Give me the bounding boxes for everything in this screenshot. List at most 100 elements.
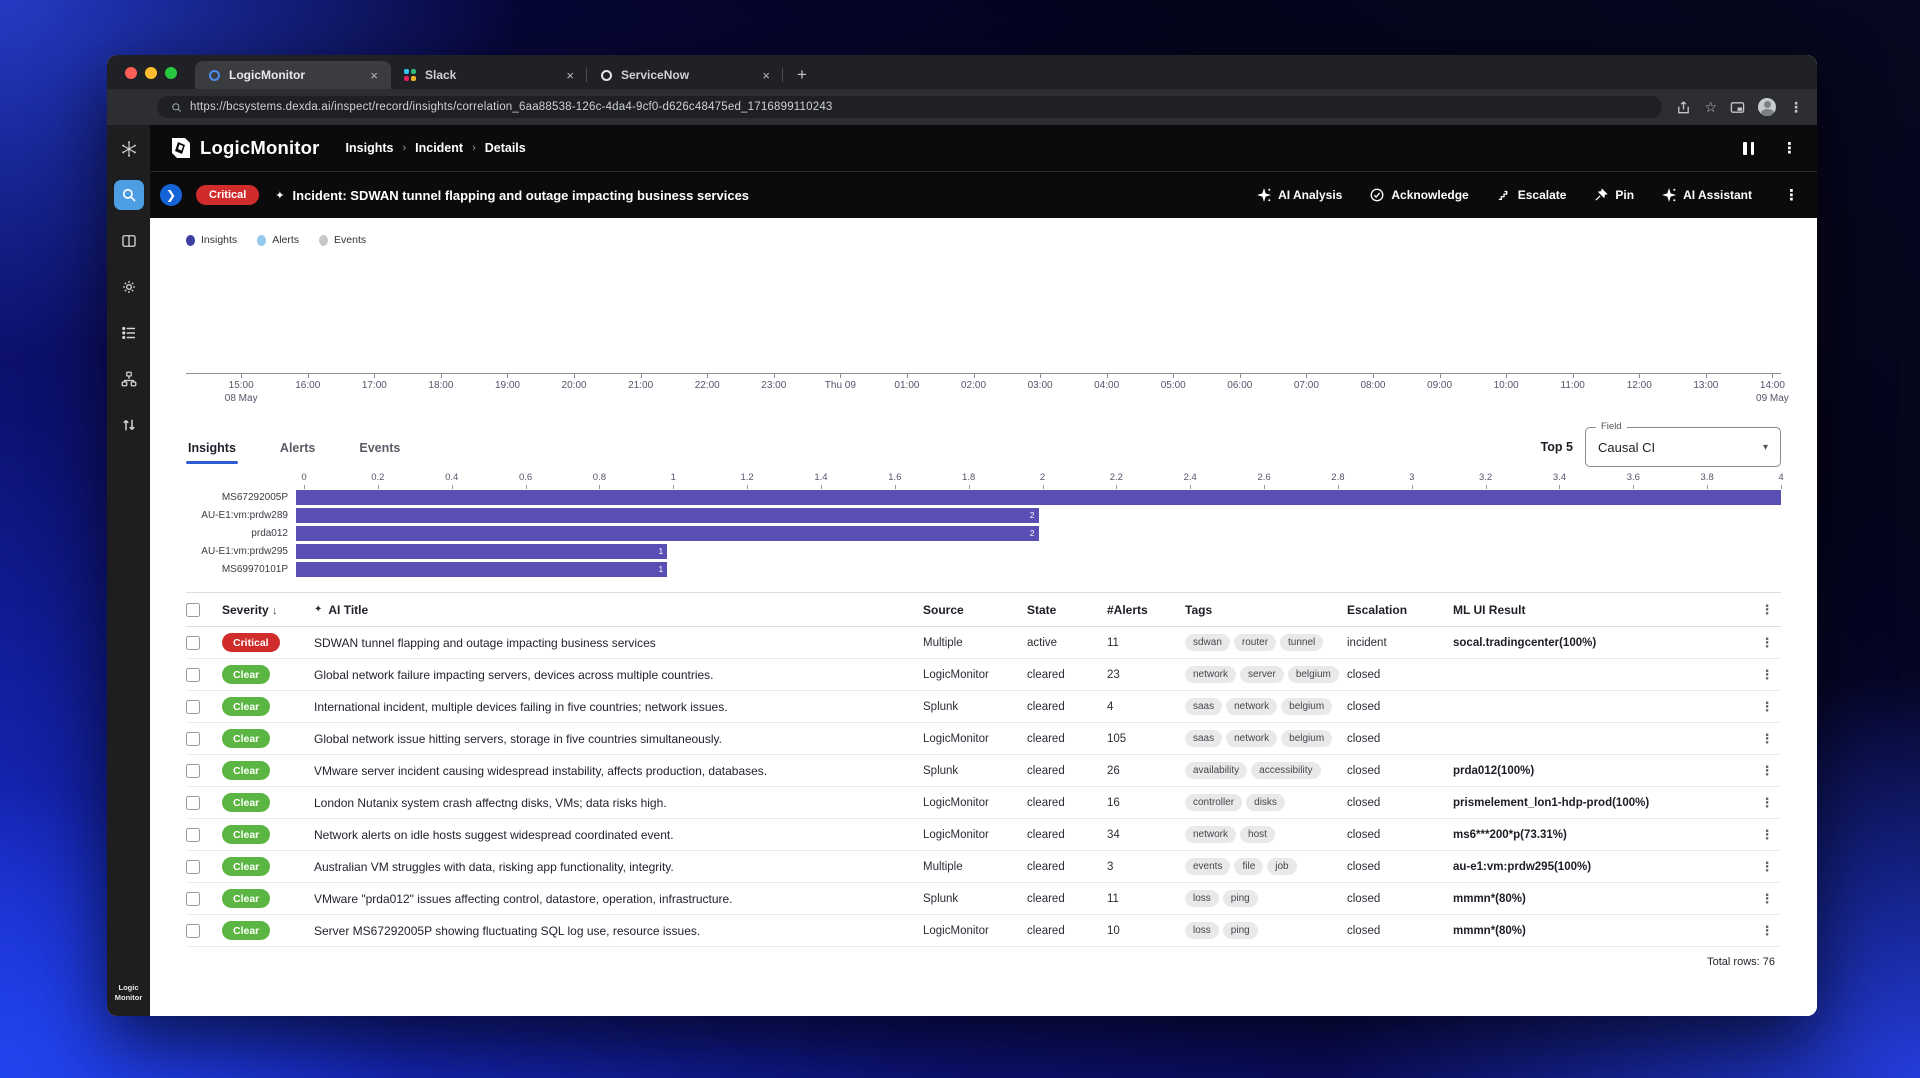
row-menu-icon[interactable]: ⋮: [1760, 666, 1774, 682]
browser-tab-slack[interactable]: Slack ×: [391, 61, 587, 89]
ai-title-cell[interactable]: Global network issue hitting servers, st…: [314, 731, 722, 746]
atom-icon[interactable]: [114, 134, 144, 164]
axis-tick-label: 03:00: [1027, 380, 1053, 391]
table-row[interactable]: Clear Network alerts on idle hosts sugges…: [186, 819, 1781, 851]
tab-close-icon[interactable]: ×: [370, 67, 378, 83]
axis-tick-label: 2.6: [1257, 472, 1271, 483]
row-menu-icon[interactable]: ⋮: [1760, 730, 1774, 746]
row-checkbox[interactable]: [186, 923, 200, 938]
escalate-button[interactable]: Escalate: [1497, 188, 1566, 202]
table-row[interactable]: Clear VMware "prda012" issues affecting c…: [186, 883, 1781, 915]
column-header-tags[interactable]: Tags: [1185, 602, 1213, 617]
column-header-mluiresult[interactable]: ML UI Result: [1453, 602, 1526, 617]
browser-tab-logicmonitor[interactable]: LogicMonitor ×: [195, 61, 391, 89]
pin-button[interactable]: Pin: [1594, 188, 1634, 202]
timeline-chart: [186, 256, 1781, 378]
tab-events[interactable]: Events: [359, 440, 401, 455]
breadcrumb-item-incident[interactable]: Incident: [415, 141, 464, 155]
row-checkbox[interactable]: [186, 699, 200, 714]
ai-assistant-button[interactable]: AI Assistant: [1662, 188, 1752, 202]
bar[interactable]: [296, 489, 1781, 505]
browser-tab-servicenow[interactable]: ServiceNow ×: [587, 61, 783, 89]
row-checkbox[interactable]: [186, 731, 200, 746]
picture-in-picture-icon[interactable]: [1730, 100, 1745, 115]
bookmark-star-icon[interactable]: ☆: [1704, 99, 1717, 115]
expand-chevron-button[interactable]: ❯: [160, 184, 182, 206]
table-row[interactable]: Clear VMware server incident causing wide…: [186, 755, 1781, 787]
ai-title-cell[interactable]: London Nutanix system crash affectng dis…: [314, 795, 667, 810]
row-checkbox[interactable]: [186, 795, 200, 810]
table-row[interactable]: Clear Global network failure impacting se…: [186, 659, 1781, 691]
table-row[interactable]: Clear Australian VM struggles with data, …: [186, 851, 1781, 883]
share-icon[interactable]: [1676, 100, 1691, 115]
columns-icon[interactable]: [114, 226, 144, 256]
bar[interactable]: 2: [296, 507, 1039, 523]
row-menu-icon[interactable]: ⋮: [1760, 826, 1774, 842]
banner-menu-icon[interactable]: ⋮: [1784, 187, 1799, 204]
table-row[interactable]: Critical SDWAN tunnel flapping and outage…: [186, 627, 1781, 659]
row-checkbox[interactable]: [186, 763, 200, 778]
row-checkbox[interactable]: [186, 859, 200, 874]
acknowledge-button[interactable]: Acknowledge: [1370, 188, 1469, 202]
row-menu-icon[interactable]: ⋮: [1760, 890, 1774, 906]
ai-title-cell[interactable]: Network alerts on idle hosts suggest wid…: [314, 827, 674, 842]
sort-icon[interactable]: [114, 410, 144, 440]
column-header-escalation[interactable]: Escalation: [1347, 602, 1408, 617]
close-window-button[interactable]: [125, 67, 137, 79]
browser-menu-icon[interactable]: ⋮: [1789, 99, 1803, 115]
row-menu-icon[interactable]: ⋮: [1760, 762, 1774, 778]
row-menu-icon[interactable]: ⋮: [1760, 794, 1774, 810]
tab-alerts[interactable]: Alerts: [279, 440, 316, 455]
gear-icon[interactable]: [114, 272, 144, 302]
list-icon[interactable]: [114, 318, 144, 348]
row-menu-icon[interactable]: ⋮: [1760, 922, 1774, 938]
ai-title-cell[interactable]: VMware server incident causing widesprea…: [314, 763, 768, 778]
state-cell: cleared: [1027, 924, 1065, 937]
table-row[interactable]: Clear London Nutanix system crash affectn…: [186, 787, 1781, 819]
table-row[interactable]: Clear Server MS67292005P showing fluctuat…: [186, 915, 1781, 947]
new-tab-button[interactable]: +: [797, 65, 807, 84]
column-header-state[interactable]: State: [1027, 602, 1057, 617]
table-row[interactable]: Clear International incident, multiple de…: [186, 691, 1781, 723]
search-icon[interactable]: [113, 180, 144, 210]
tag-pill: network: [1226, 730, 1278, 747]
header-menu-icon[interactable]: ⋮: [1760, 601, 1774, 617]
axis-tick-label: 06:00: [1227, 380, 1253, 391]
bar[interactable]: 2: [296, 525, 1039, 541]
row-checkbox[interactable]: [186, 667, 200, 682]
row-checkbox[interactable]: [186, 891, 200, 906]
column-header-ai-title[interactable]: ✦ AI Title: [314, 602, 369, 617]
select-all-checkbox[interactable]: [186, 602, 200, 617]
ai-title-cell[interactable]: Server MS67292005P showing fluctuating S…: [314, 923, 701, 938]
ai-title-cell[interactable]: Australian VM struggles with data, riski…: [314, 859, 674, 874]
row-menu-icon[interactable]: ⋮: [1760, 858, 1774, 874]
row-menu-icon[interactable]: ⋮: [1760, 698, 1774, 714]
hierarchy-icon[interactable]: [114, 364, 144, 394]
table-row[interactable]: Clear Global network issue hitting server…: [186, 723, 1781, 755]
row-menu-icon[interactable]: ⋮: [1760, 634, 1774, 650]
ai-title-cell[interactable]: SDWAN tunnel flapping and outage impacti…: [314, 635, 656, 650]
causal-ci-dropdown[interactable]: Field Causal CI ▾: [1585, 421, 1781, 467]
column-header-source[interactable]: Source: [923, 602, 964, 617]
breadcrumb-item-details[interactable]: Details: [484, 141, 526, 155]
row-checkbox[interactable]: [186, 827, 200, 842]
tab-insights[interactable]: Insights: [186, 431, 238, 464]
column-header-alerts[interactable]: #Alerts: [1107, 602, 1148, 617]
header-menu-icon[interactable]: ⋮: [1782, 140, 1797, 157]
bar[interactable]: 1: [296, 561, 668, 577]
tab-close-icon[interactable]: ×: [762, 67, 770, 83]
bar[interactable]: 1: [296, 543, 668, 559]
fullscreen-window-button[interactable]: [165, 67, 177, 79]
profile-avatar[interactable]: [1758, 98, 1776, 116]
ai-title-cell[interactable]: International incident, multiple devices…: [314, 699, 728, 714]
ai-analysis-button[interactable]: AI Analysis: [1257, 188, 1342, 202]
ai-title-cell[interactable]: VMware "prda012" issues affecting contro…: [314, 891, 733, 906]
minimize-window-button[interactable]: [145, 67, 157, 79]
breadcrumb-item-insights[interactable]: Insights: [345, 141, 394, 155]
tab-close-icon[interactable]: ×: [566, 67, 574, 83]
column-header-severity[interactable]: Severity ↓: [222, 602, 278, 617]
pause-icon[interactable]: [1743, 141, 1754, 155]
row-checkbox[interactable]: [186, 635, 200, 650]
ai-title-cell[interactable]: Global network failure impacting servers…: [314, 667, 714, 682]
url-bar[interactable]: https://bcsystems.dexda.ai/inspect/recor…: [157, 96, 1663, 118]
